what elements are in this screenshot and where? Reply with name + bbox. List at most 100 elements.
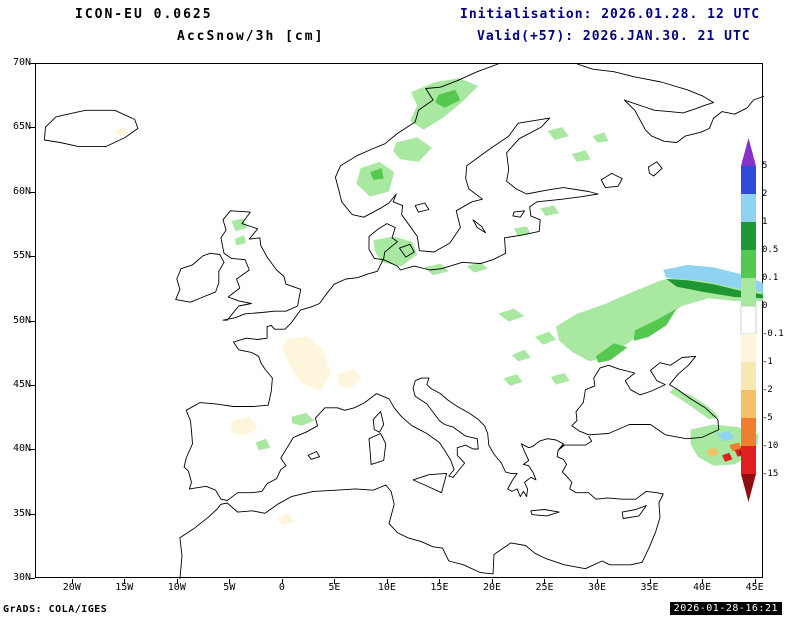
colorbar: 5 2 1 0.5 0.1 0 -0.1 -1 -2 -5 -10 -15 — [740, 138, 797, 510]
colorbar-segment — [741, 138, 756, 166]
coastline-mallorca — [307, 451, 321, 460]
colorbar-segment — [741, 418, 756, 446]
valid-time-label: Valid(+57): 2026.JAN.30. 21 UTC — [477, 29, 751, 44]
coastline-lake-vanern — [414, 202, 430, 213]
coastline-africa-levant-anatolia — [179, 435, 664, 579]
lon-label: 20W — [62, 582, 81, 593]
lon-label: 15E — [430, 582, 449, 593]
coastline-great-britain — [220, 210, 302, 321]
lon-label: 20E — [482, 582, 501, 593]
lon-tick — [597, 579, 599, 584]
creation-timestamp: 2026-01-28-16:21 — [669, 602, 782, 615]
snow-patch — [669, 388, 719, 420]
lat-tick — [29, 63, 35, 64]
coastline-lake-ladoga — [600, 172, 623, 189]
snow-patch — [503, 374, 523, 386]
coastline-kola-white-sea — [576, 64, 764, 143]
colorbar-segment — [741, 334, 756, 362]
coastline-iceland — [43, 109, 139, 147]
lon-tick — [71, 579, 73, 584]
snow-patch — [535, 331, 556, 345]
colorbar-segment — [741, 446, 756, 474]
lat-label: 50N — [12, 314, 31, 326]
colorbar-segment — [741, 362, 756, 390]
lon-tick — [491, 579, 493, 584]
product-title: AccSnow/3h [cm] — [177, 29, 325, 44]
snow-patch — [277, 513, 295, 525]
coastline-gotland — [472, 219, 487, 234]
lon-tick — [754, 579, 756, 584]
snow-patch — [571, 150, 591, 162]
colorbar-label: 5 — [762, 161, 768, 171]
coastline-crete — [530, 509, 560, 517]
colorbar-label: -2 — [762, 385, 773, 395]
lon-tick — [386, 579, 388, 584]
snow-patch — [540, 205, 560, 216]
snow-patch — [592, 132, 609, 143]
lon-label: 5W — [223, 582, 236, 593]
snow-patch — [466, 262, 488, 273]
init-time-label: Initialisation: 2026.01.28. 12 UTC — [460, 7, 761, 22]
colorbar-label: -1 — [762, 357, 773, 367]
model-title: ICON-EU 0.0625 — [75, 7, 213, 22]
lat-label: 60N — [12, 185, 31, 197]
lon-tick — [334, 579, 336, 584]
lon-label: 35E — [640, 582, 659, 593]
colorbar-segment — [741, 474, 756, 502]
coastline-corsica — [372, 411, 385, 433]
colorbar-segment — [741, 390, 756, 418]
lat-label: 70N — [12, 57, 31, 68]
colorbar-segment — [741, 278, 756, 306]
coastlines — [43, 64, 764, 579]
grads-credit: GrADS: COLA/IGES — [3, 604, 108, 615]
coastline-sicily — [412, 472, 448, 494]
lon-tick — [544, 579, 546, 584]
snow-patch — [547, 127, 569, 140]
lat-tick — [29, 191, 35, 193]
colorbar-label: -5 — [762, 413, 773, 423]
snow-patch — [230, 416, 258, 437]
snow-patch — [114, 127, 129, 137]
lat-tick — [29, 256, 35, 258]
snow-patch — [666, 279, 763, 299]
lon-label: 10W — [167, 582, 186, 593]
colorbar-label: 1 — [762, 217, 768, 227]
colorbar-segment — [741, 166, 756, 194]
snow-patch — [370, 168, 384, 180]
lon-label: 5E — [328, 582, 341, 593]
lat-label: 40N — [12, 443, 31, 455]
colorbar-segment — [741, 250, 756, 278]
snow-patch — [716, 430, 735, 442]
coastline-sardinia — [368, 433, 387, 465]
lon-label: 15W — [115, 582, 134, 593]
lat-tick — [29, 449, 35, 451]
lon-label: 45E — [745, 582, 764, 593]
europe-map — [43, 64, 764, 579]
lon-tick — [176, 579, 178, 584]
colorbar-scale — [740, 138, 757, 502]
snow-patch — [550, 373, 570, 385]
snow-patch — [706, 447, 719, 457]
lon-tick — [281, 579, 283, 584]
snow-patch — [373, 236, 418, 267]
lat-tick — [29, 384, 35, 386]
snow-patch — [282, 335, 332, 391]
lat-tick — [29, 513, 35, 515]
colorbar-segment — [741, 194, 756, 222]
lat-label: 65N — [12, 121, 31, 133]
lon-tick — [229, 579, 231, 584]
snow-patch — [595, 343, 628, 363]
snow-patch — [663, 264, 763, 292]
lon-tick — [702, 579, 704, 584]
coastline-mainland-europe — [183, 64, 599, 501]
snow-shading — [114, 78, 763, 525]
snow-patch — [498, 308, 525, 322]
coastline-ireland — [175, 252, 225, 303]
snow-patch — [255, 438, 271, 451]
lat-label: 35N — [12, 507, 31, 519]
snow-patch — [234, 235, 247, 246]
lat-tick — [29, 320, 35, 322]
lon-label: 30E — [587, 582, 607, 593]
coastline-cyprus — [621, 505, 647, 519]
colorbar-label: -0.1 — [762, 329, 784, 339]
